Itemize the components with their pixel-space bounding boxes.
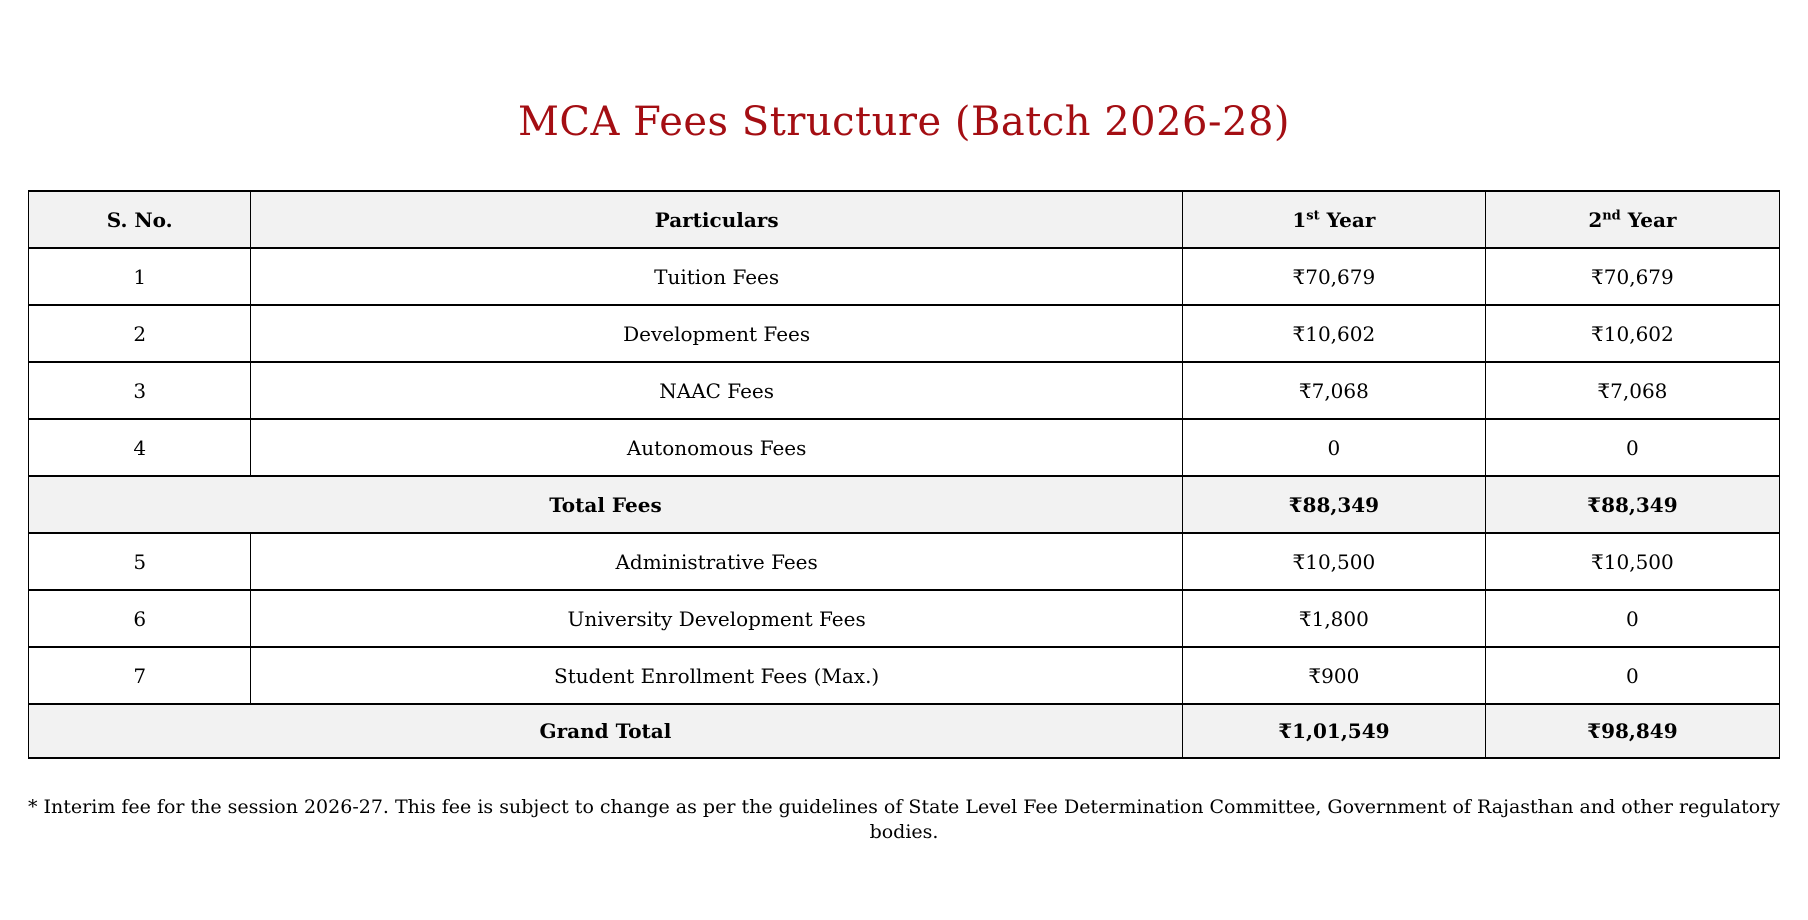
cell-sno: 5	[27, 532, 252, 591]
total-fees-label: Total Fees	[28, 475, 1183, 534]
header-year1: 1st Year	[1181, 190, 1486, 249]
header-year2-label: Year	[1627, 207, 1677, 232]
cell-year2: ₹10,500	[1484, 532, 1781, 591]
fees-table-header: S. No. Particulars 1st Year 2nd Year	[27, 190, 1781, 249]
cell-year2: ₹10,602	[1484, 304, 1781, 363]
cell-year2: 0	[1484, 589, 1781, 648]
table-row-student-enrollment-fees: 7 Student Enrollment Fees (Max.) ₹900 0	[27, 646, 1781, 705]
footnote: * Interim fee for the session 2026-27. T…	[28, 796, 1780, 843]
cell-particulars: Administrative Fees	[250, 532, 1183, 591]
cell-sno: 4	[27, 418, 252, 477]
cell-particulars: NAAC Fees	[250, 361, 1183, 420]
table-row-autonomous-fees: 4 Autonomous Fees 0 0	[27, 418, 1781, 477]
cell-year1: ₹70,679	[1181, 247, 1486, 306]
table-row-naac-fees: 3 NAAC Fees ₹7,068 ₹7,068	[27, 361, 1781, 420]
cell-particulars: Development Fees	[250, 304, 1183, 363]
header-particulars: Particulars	[250, 190, 1183, 249]
header-year1-label: Year	[1326, 207, 1376, 232]
table-row-administrative-fees: 5 Administrative Fees ₹10,500 ₹10,500	[27, 532, 1781, 591]
cell-sno: 3	[27, 361, 252, 420]
total-fees-year1: ₹88,349	[1181, 475, 1486, 534]
cell-year2: ₹70,679	[1484, 247, 1781, 306]
header-year1-num: 1	[1292, 207, 1307, 232]
cell-year1: ₹10,500	[1181, 532, 1486, 591]
table-row-development-fees: 2 Development Fees ₹10,602 ₹10,602	[27, 304, 1781, 363]
header-year1-ordinal: st	[1306, 207, 1320, 223]
total-fees-row: Total Fees ₹88,349 ₹88,349	[28, 475, 1781, 534]
grand-total-year2: ₹98,849	[1484, 703, 1781, 759]
cell-particulars: Autonomous Fees	[250, 418, 1183, 477]
total-fees-year2: ₹88,349	[1484, 475, 1781, 534]
header-year2-num: 2	[1588, 207, 1603, 232]
grand-total-row: Grand Total ₹1,01,549 ₹98,849	[28, 703, 1781, 759]
table-row-university-development-fees: 6 University Development Fees ₹1,800 0	[27, 589, 1781, 648]
cell-year1: ₹900	[1181, 646, 1486, 705]
cell-sno: 2	[27, 304, 252, 363]
cell-sno: 7	[27, 646, 252, 705]
header-sno: S. No.	[27, 190, 252, 249]
cell-particulars: Student Enrollment Fees (Max.)	[250, 646, 1183, 705]
grand-total-label: Grand Total	[28, 703, 1183, 759]
page-title: MCA Fees Structure (Batch 2026-28)	[517, 99, 1291, 145]
cell-year1: ₹1,800	[1181, 589, 1486, 648]
cell-sno: 1	[27, 247, 252, 306]
header-year2-ordinal: nd	[1602, 207, 1621, 223]
cell-particulars: University Development Fees	[250, 589, 1183, 648]
fees-table: S. No. Particulars 1st Year 2nd Year 1 T…	[27, 190, 1781, 759]
cell-year2: 0	[1484, 646, 1781, 705]
grand-total-year1: ₹1,01,549	[1181, 703, 1486, 759]
cell-year1: ₹10,602	[1181, 304, 1486, 363]
header-year2: 2nd Year	[1484, 190, 1781, 249]
table-row-tuition-fees: 1 Tuition Fees ₹70,679 ₹70,679	[27, 247, 1781, 306]
cell-year2: 0	[1484, 418, 1781, 477]
cell-year2: ₹7,068	[1484, 361, 1781, 420]
header-row: S. No. Particulars 1st Year 2nd Year	[27, 190, 1781, 249]
cell-year1: 0	[1181, 418, 1486, 477]
cell-year1: ₹7,068	[1181, 361, 1486, 420]
cell-particulars: Tuition Fees	[250, 247, 1183, 306]
cell-sno: 6	[27, 589, 252, 648]
